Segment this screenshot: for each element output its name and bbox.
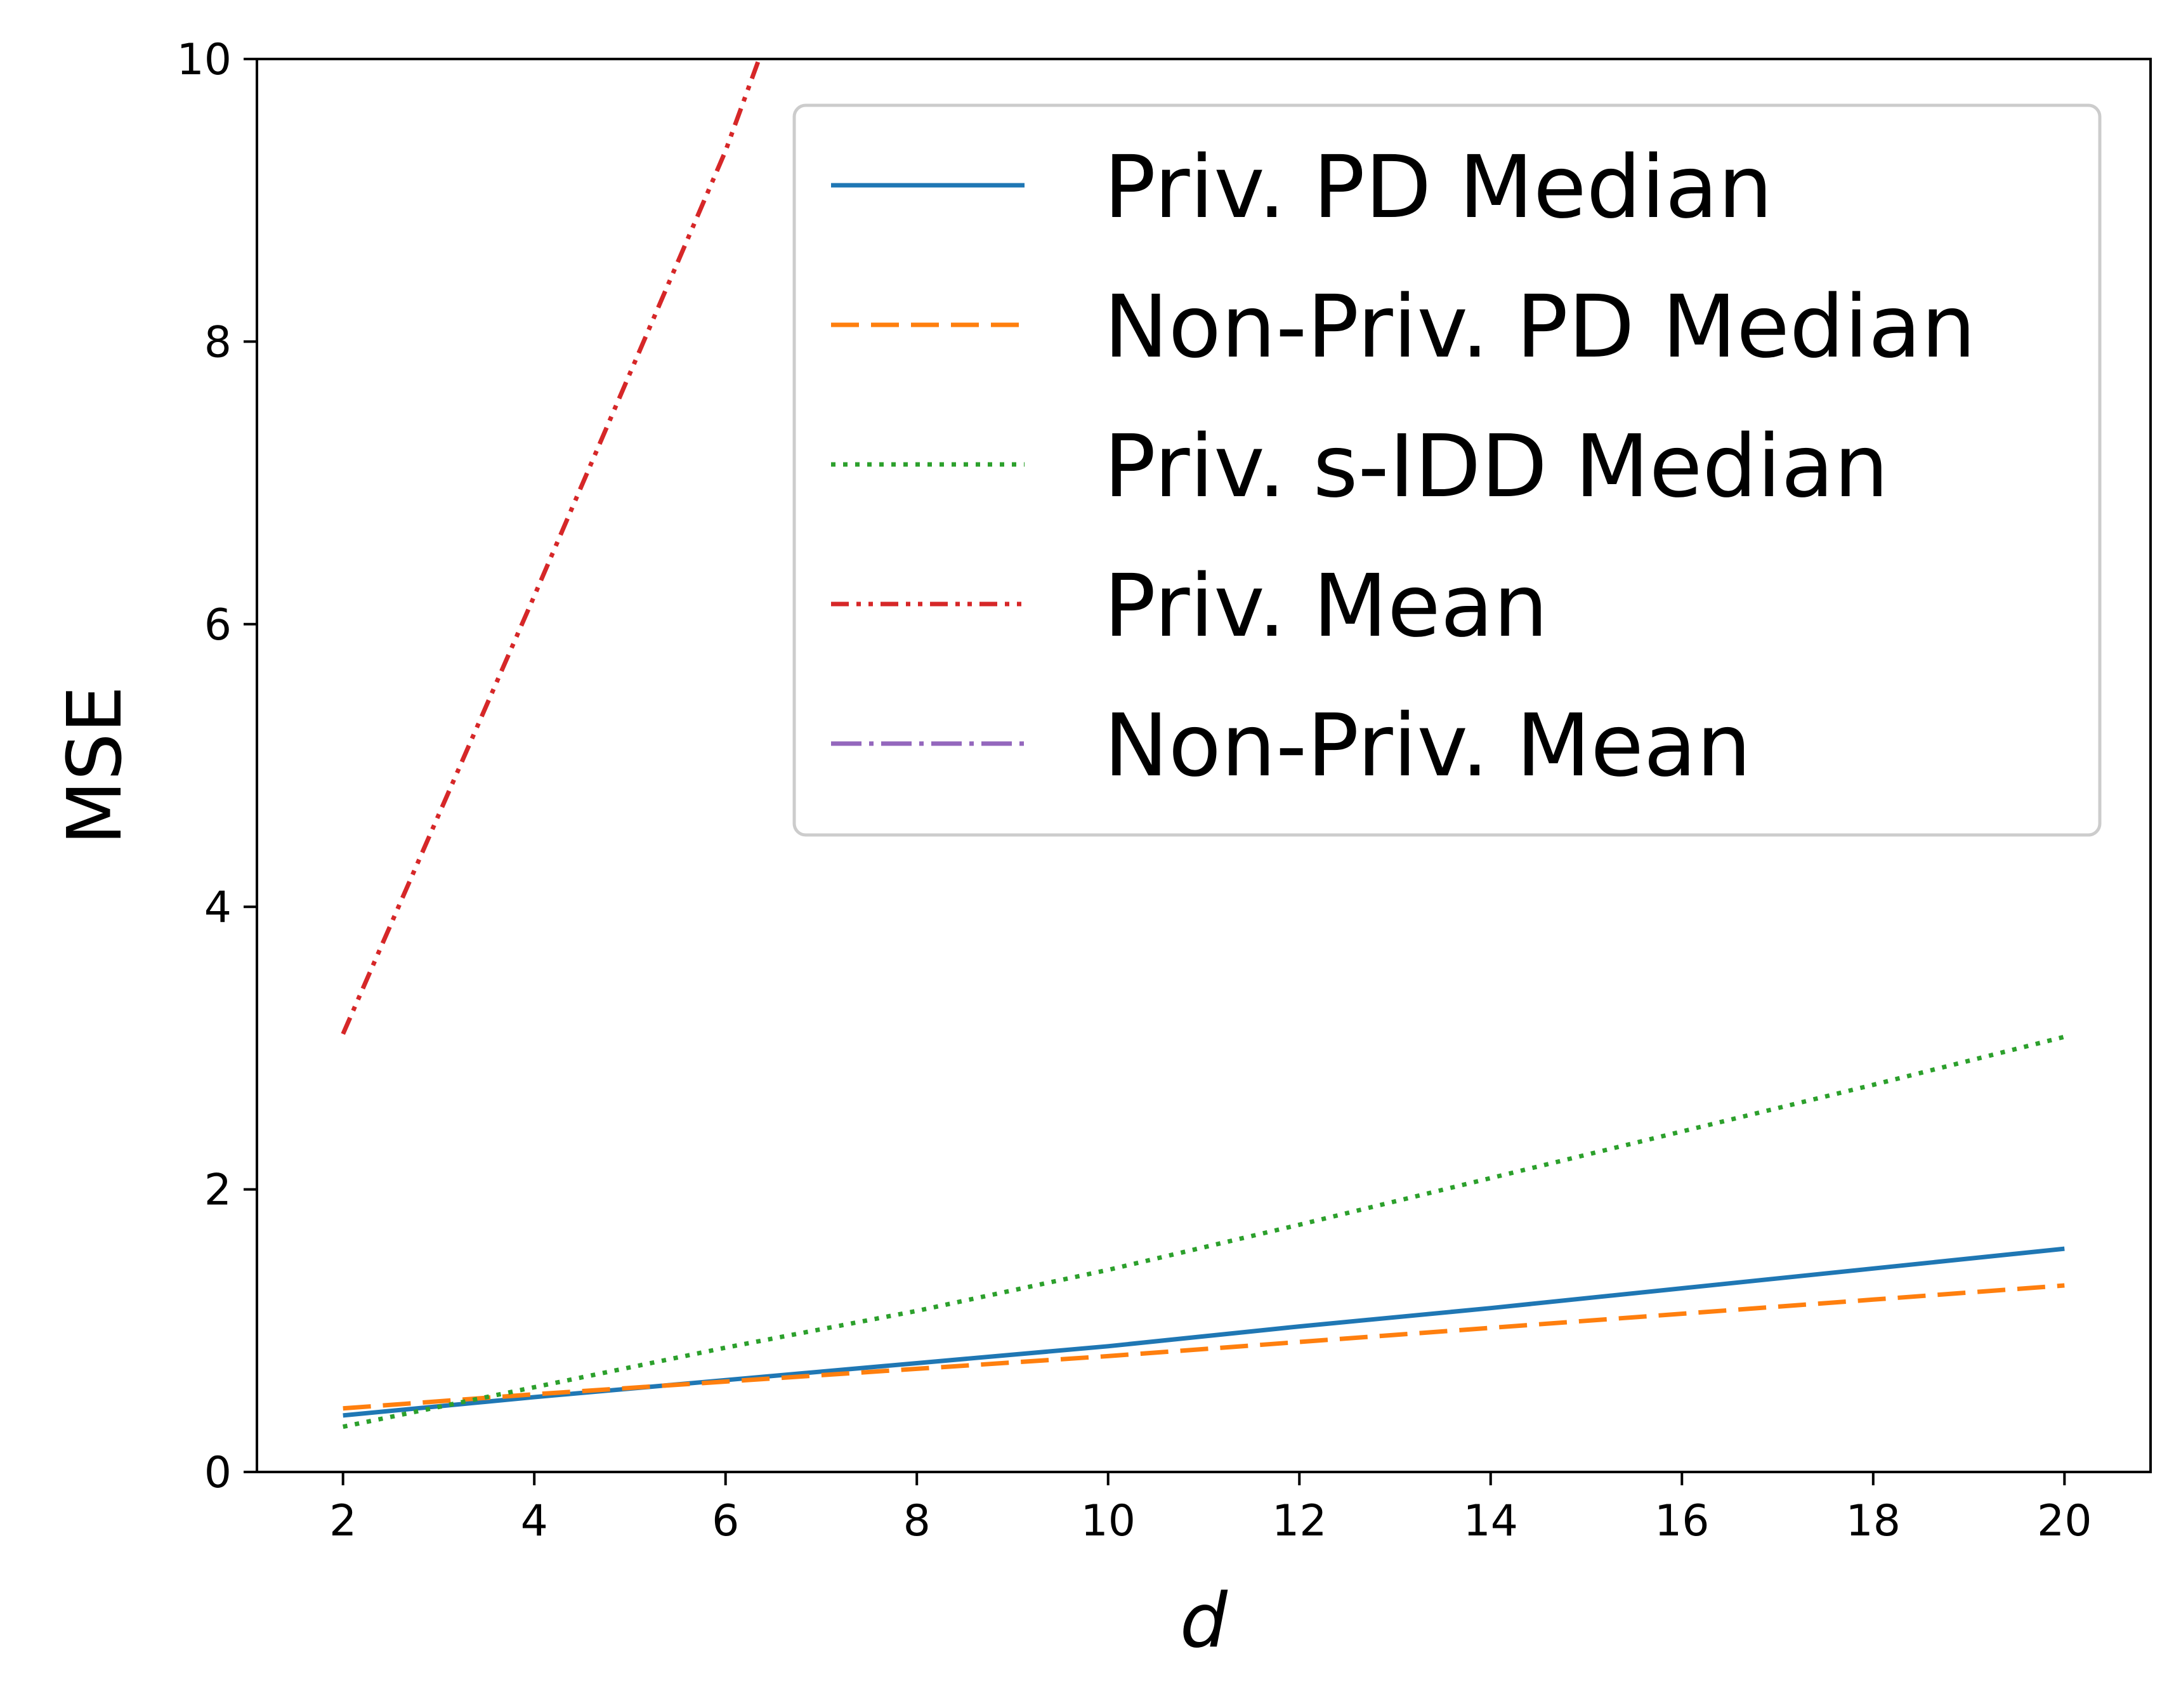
y-tick-label: 6	[204, 600, 232, 650]
legend-label-priv-s-idd-median: Priv. s-IDD Median	[1104, 417, 1889, 517]
y-tick-label: 4	[204, 883, 232, 933]
y-tick-label: 0	[204, 1448, 232, 1498]
legend-label-priv-pd-median: Priv. PD Median	[1104, 138, 1772, 238]
y-tick-label: 2	[204, 1166, 232, 1216]
y-tick-label: 8	[204, 317, 232, 367]
x-tick-label: 14	[1464, 1496, 1519, 1546]
legend-box	[792, 103, 2102, 837]
legend-label-priv-mean: Priv. Mean	[1104, 556, 1548, 657]
x-tick-label: 8	[903, 1496, 931, 1546]
legend-label-non-priv-pd-median: Non-Priv. PD Median	[1104, 277, 1976, 378]
legend-label-non-priv-mean: Non-Priv. Mean	[1104, 696, 1751, 796]
x-tick-label: 18	[1846, 1496, 1901, 1546]
x-tick-label: 12	[1272, 1496, 1327, 1546]
chart-legend: Priv. PD Median Non-Priv. PD Median Priv. …	[792, 103, 2102, 837]
x-tick-label: 16	[1654, 1496, 1710, 1546]
x-tick-label: 4	[521, 1496, 548, 1546]
plot-series-group	[341, 59, 2066, 1429]
x-axis-title: d	[1180, 1577, 1228, 1664]
x-tick-label: 10	[1080, 1496, 1136, 1546]
series-line-non-priv-pd-median	[343, 1283, 2065, 1411]
x-tick-label: 2	[329, 1496, 357, 1546]
y-axis-title: MSE	[51, 686, 138, 845]
y-axis: 0 2 4 6 8 10	[176, 35, 257, 1498]
x-tick-label: 6	[712, 1496, 739, 1546]
series-line-priv-s-idd-median	[342, 1034, 2066, 1429]
x-tick-label: 20	[2037, 1496, 2092, 1546]
y-tick-label: 10	[176, 35, 232, 85]
x-axis: 2 4 6 8 10 12 14 16 18 20	[329, 1472, 2092, 1546]
axes-frame	[256, 58, 2152, 1473]
series-line-priv-mean	[341, 59, 761, 1035]
